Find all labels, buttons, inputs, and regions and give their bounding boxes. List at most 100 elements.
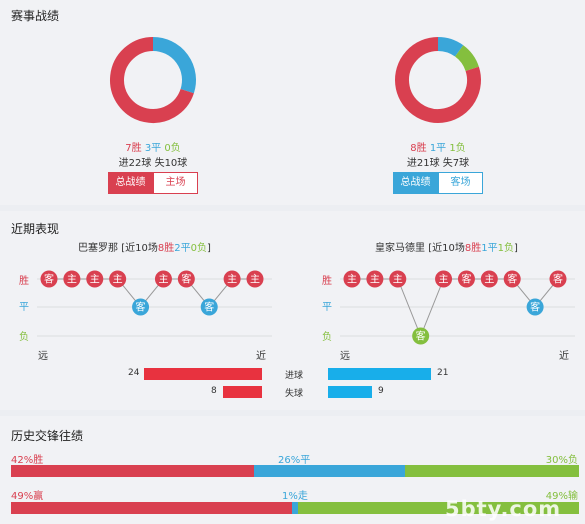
form-point (223, 270, 241, 288)
history-title: 历史交锋往绩 (11, 429, 84, 443)
form-venue-label: 客 (553, 273, 563, 286)
history-panel: 历史交锋往绩 42%胜 26%平 30%负 49%赢 1%走 49%输 (0, 416, 585, 524)
away-goals-for-value: 21 (437, 368, 449, 378)
history-win-segment (11, 465, 255, 477)
away-form-header: 皇家马德里 [近10场8胜1平1负] (375, 243, 518, 254)
history-result-bar (11, 465, 579, 477)
watermark-logo: 5bty.com (445, 497, 562, 521)
home-goals-against-value: 8 (211, 386, 217, 396)
history-loss-segment (405, 465, 579, 477)
history-handicap-bar (11, 502, 579, 514)
home-goals-for-bar (144, 368, 262, 380)
away-goals-against-value: 9 (378, 386, 384, 396)
form-point (412, 327, 430, 345)
donut-segment-draw (437, 37, 464, 57)
form-point (480, 270, 498, 288)
home-record-donut (110, 37, 196, 123)
form-venue-label: 主 (67, 274, 77, 286)
away-form-chart: 主主主客主客主客客客 (340, 270, 575, 345)
home-goals-for-value: 24 (128, 368, 140, 378)
form-venue-label: 客 (204, 301, 214, 314)
home-total-record-button[interactable]: 总战绩 (108, 172, 153, 194)
away-venue-button[interactable]: 客场 (438, 172, 483, 194)
form-venue-label: 客 (530, 301, 540, 314)
donut-segment-win (395, 37, 481, 123)
history-draw-pct: 26%平 (278, 455, 311, 466)
home-axis-far: 远 (38, 351, 48, 362)
form-venue-label: 主 (347, 274, 357, 286)
form-point (526, 298, 544, 316)
donut-segment-draw (152, 37, 196, 94)
stats-title: 赛事战绩 (11, 9, 60, 23)
history-handicap-push-pct: 1%走 (282, 491, 308, 502)
away-axis-near: 近 (559, 351, 569, 362)
away-axis-far: 远 (340, 351, 350, 362)
home-form-losses: 0负 (190, 243, 207, 254)
away-row-label-draw: 平 (322, 302, 332, 313)
stats-panel: 赛事战绩 7胜 3平 0负 进22球 失10球 总战绩 主场 8胜 1平 1负 … (0, 0, 585, 205)
home-form-wins: 8胜 (157, 243, 175, 254)
home-venue-button[interactable]: 主场 (153, 172, 198, 194)
home-form-chart: 客主主主客主 客客主主 (37, 270, 272, 337)
home-axis-near: 近 (256, 351, 266, 362)
history-draw-segment (254, 465, 406, 477)
form-line (49, 278, 255, 308)
form-venue-label: 客 (181, 273, 191, 286)
form-point (200, 298, 218, 316)
away-team-name: 皇家马德里 (375, 243, 425, 254)
home-form-header: 巴塞罗那 [近10场8胜2平0负] (78, 243, 211, 254)
form-point (549, 270, 567, 288)
away-win-count: 8胜 (410, 143, 427, 154)
form-venue-label: 主 (393, 274, 403, 286)
home-goals-against-bar (223, 386, 262, 398)
away-form-losses: 1负 (497, 243, 514, 254)
home-row-label-win: 胜 (19, 276, 29, 287)
away-goals-against-bar (328, 386, 372, 398)
form-point (40, 270, 58, 288)
form-venue-label: 客 (44, 273, 54, 286)
form-venue-label: 客 (507, 273, 517, 286)
away-goals-summary: 进21球 失7球 (406, 158, 470, 169)
form-panel: 近期表现 巴塞罗那 [近10场8胜2平0负] 皇家马德里 [近10场8胜1平1负… (0, 211, 585, 410)
form-line (352, 278, 559, 338)
home-goals-summary: 进22球 失10球 (118, 158, 188, 169)
form-venue-label: 主 (250, 274, 260, 286)
history-handicap-loss-segment (297, 502, 579, 514)
form-venue-label: 主 (439, 274, 449, 286)
history-handicap-win-pct: 49%赢 (11, 491, 44, 502)
form-venue-label: 客 (461, 273, 471, 286)
form-venue-label: 主 (113, 274, 123, 286)
form-title: 近期表现 (11, 222, 60, 236)
donut-segment-loss (454, 45, 479, 72)
away-loss-count: 1负 (449, 143, 466, 154)
home-record-summary: 7胜 3平 0负 (53, 139, 253, 154)
away-form-wins: 8胜 (464, 243, 482, 254)
home-team-name: 巴塞罗那 (78, 243, 118, 254)
away-total-record-button[interactable]: 总战绩 (393, 172, 438, 194)
form-point (435, 270, 453, 288)
away-goals-for-bar (328, 368, 431, 380)
form-venue-label: 主 (90, 274, 100, 286)
home-loss-count: 0负 (164, 143, 181, 154)
form-point (109, 270, 127, 288)
form-venue-label: 主 (158, 274, 168, 286)
form-point (86, 270, 104, 288)
home-row-label-draw: 平 (19, 302, 29, 313)
form-point (154, 270, 172, 288)
donut-segment-win (110, 37, 194, 123)
history-loss-pct: 30%负 (545, 455, 578, 466)
away-form-draws: 1平 (481, 243, 498, 254)
history-handicap-push-segment (292, 502, 298, 514)
form-point (389, 270, 407, 288)
history-win-pct: 42%胜 (11, 455, 44, 466)
away-draw-count: 1平 (429, 143, 447, 154)
form-venue-label: 主 (227, 274, 237, 286)
form-point (343, 270, 361, 288)
form-point (177, 270, 195, 288)
form-venue-label: 客 (416, 330, 426, 343)
form-point (246, 270, 264, 288)
home-draw-count: 3平 (144, 143, 162, 154)
form-point (132, 298, 150, 316)
form-venue-label: 主 (370, 274, 380, 286)
form-point (503, 270, 521, 288)
